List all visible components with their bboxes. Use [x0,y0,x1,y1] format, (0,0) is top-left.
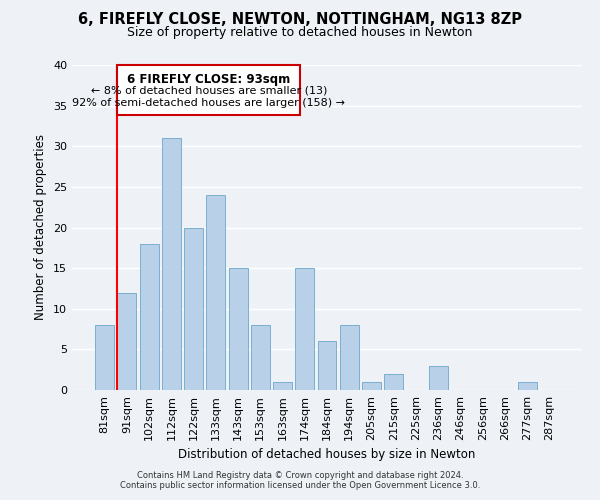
Bar [384,374,403,390]
Text: Contains HM Land Registry data © Crown copyright and database right 2024.: Contains HM Land Registry data © Crown c… [137,472,463,480]
Text: Contains public sector information licensed under the Open Government Licence 3.: Contains public sector information licen… [120,482,480,490]
Bar [140,244,158,390]
Bar [184,228,203,390]
Bar [340,325,359,390]
Text: 6, FIREFLY CLOSE, NEWTON, NOTTINGHAM, NG13 8ZP: 6, FIREFLY CLOSE, NEWTON, NOTTINGHAM, NG… [78,12,522,28]
Text: Size of property relative to detached houses in Newton: Size of property relative to detached ho… [127,26,473,39]
Bar [118,292,136,390]
Bar [273,382,292,390]
Bar [362,382,381,390]
Bar [206,195,225,390]
Bar [251,325,270,390]
Text: 6 FIREFLY CLOSE: 93sqm: 6 FIREFLY CLOSE: 93sqm [127,73,290,86]
Text: 92% of semi-detached houses are larger (158) →: 92% of semi-detached houses are larger (… [73,98,346,108]
Bar [317,341,337,390]
X-axis label: Distribution of detached houses by size in Newton: Distribution of detached houses by size … [178,448,476,462]
Bar [229,268,248,390]
Text: ← 8% of detached houses are smaller (13): ← 8% of detached houses are smaller (13) [91,86,327,96]
Bar [295,268,314,390]
Bar [429,366,448,390]
Bar [518,382,536,390]
Bar [95,325,114,390]
Bar [162,138,181,390]
FancyBboxPatch shape [118,65,301,116]
Y-axis label: Number of detached properties: Number of detached properties [34,134,47,320]
